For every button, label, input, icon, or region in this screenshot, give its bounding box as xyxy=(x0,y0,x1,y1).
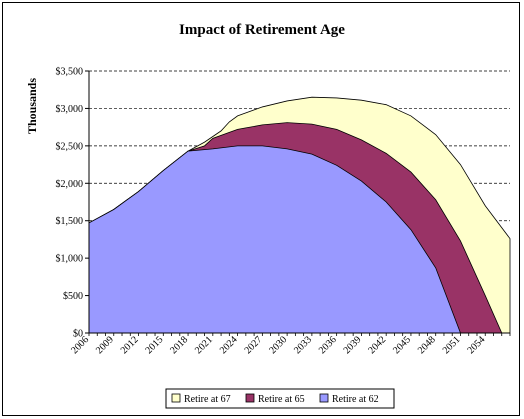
x-tick-label: 2045 xyxy=(391,334,413,356)
legend-swatch xyxy=(319,393,329,403)
x-tick-label: 2042 xyxy=(366,334,388,356)
x-tick-label: 2018 xyxy=(168,334,190,356)
x-tick-label: 2048 xyxy=(416,334,438,356)
x-tick-label: 2021 xyxy=(193,334,215,356)
legend-label: Retire at 62 xyxy=(332,394,379,405)
x-tick-label: 2030 xyxy=(267,334,289,356)
y-tick-label: $2,000 xyxy=(56,179,84,190)
x-tick-label: 2033 xyxy=(292,334,314,356)
y-tick-label: $500 xyxy=(63,291,83,302)
x-tick-label: 2012 xyxy=(119,334,141,356)
y-tick-label: $3,500 xyxy=(56,67,84,78)
x-tick-label: 2015 xyxy=(143,334,165,356)
y-tick-label: $2,500 xyxy=(56,141,84,152)
y-tick-label: $1,000 xyxy=(56,254,84,265)
chart-title: Impact of Retirement Age xyxy=(179,22,345,38)
y-axis-title: Thousands xyxy=(25,78,39,134)
legend-label: Retire at 65 xyxy=(258,394,305,405)
y-tick-label: $0 xyxy=(73,329,83,340)
legend-label: Retire at 67 xyxy=(184,394,231,405)
y-tick-label: $1,500 xyxy=(56,216,84,227)
y-tick-label: $3,000 xyxy=(56,104,84,115)
x-tick-label: 2051 xyxy=(441,334,463,356)
x-tick-label: 2039 xyxy=(342,334,364,356)
legend-swatch xyxy=(171,393,181,403)
legend: Retire at 67 Retire at 65 Retire at 62 xyxy=(165,388,395,409)
x-tick-label: 2054 xyxy=(465,334,487,356)
x-tick-label: 2024 xyxy=(218,334,240,356)
x-tick-label: 2036 xyxy=(317,334,339,356)
area-series-retire-at-62 xyxy=(88,145,462,334)
plot-area: $0 $500 $1,000 $1,500 $2,000 $2,500 $3,000 $3,5… xyxy=(56,67,511,356)
x-tick-label: 2027 xyxy=(243,334,265,356)
legend-box xyxy=(165,388,395,409)
legend-swatch xyxy=(245,393,255,403)
x-tick-label: 2009 xyxy=(94,334,116,356)
